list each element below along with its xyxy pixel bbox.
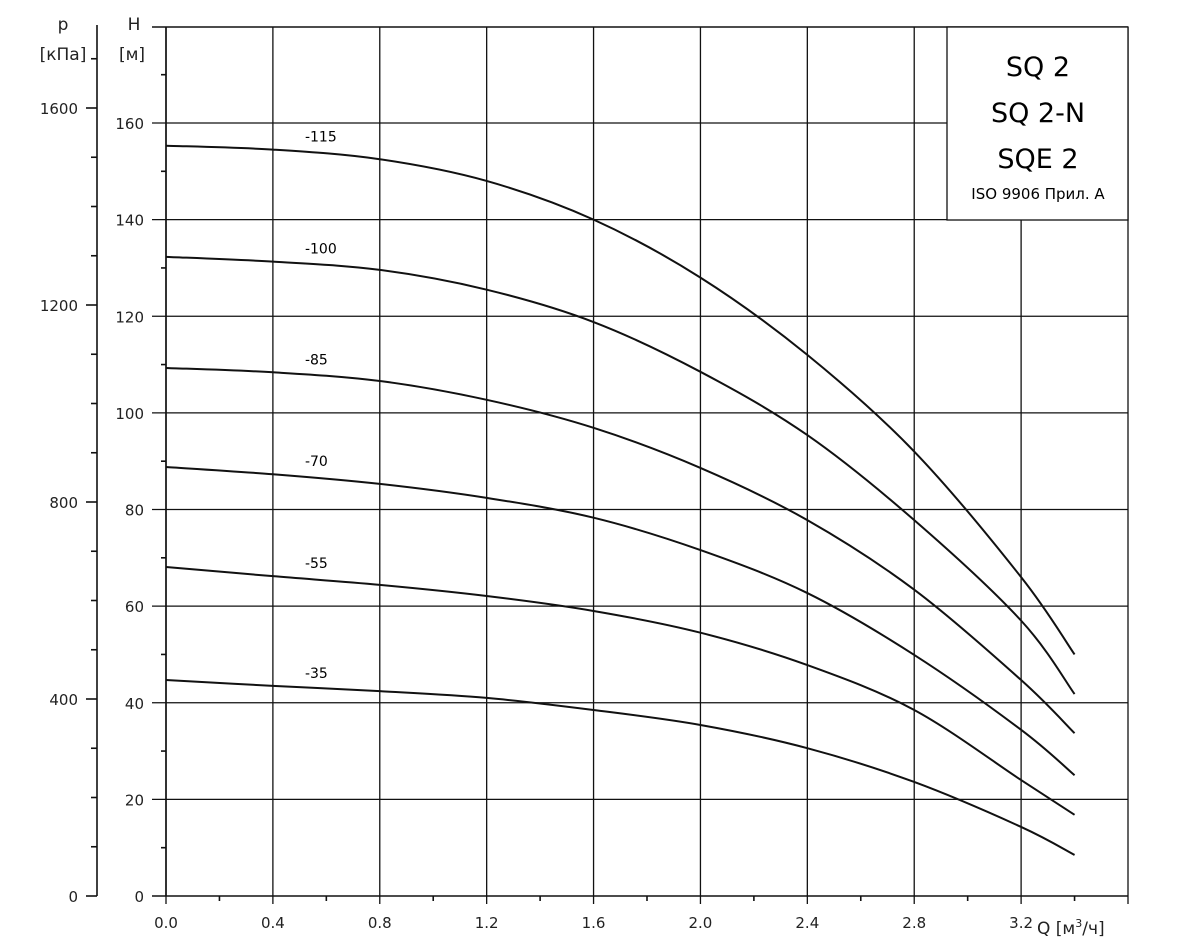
legend-title-1: SQ 2	[1006, 52, 1070, 83]
y2-axis-unit: [кПа]	[40, 45, 87, 65]
x-tick-label: 1.2	[475, 914, 499, 932]
curve-label: -100	[305, 242, 337, 258]
y-tick-label: 80	[125, 502, 144, 520]
x-axis-label: Q [м3/ч]	[1037, 917, 1105, 939]
curve-minus-70	[165, 465, 1076, 776]
x-tick-label: 0.4	[261, 914, 285, 932]
legend-box: SQ 2 SQ 2-N SQE 2 ISO 9906 Прил. A	[946, 26, 1129, 221]
x-axis-label-main: Q [м	[1037, 919, 1075, 939]
x-tick-label: 0.0	[154, 914, 178, 932]
x-tick-label: 1.6	[582, 914, 606, 932]
y2-tick-label: 0	[68, 888, 78, 906]
curves: -115 -100 -85 -70 -55 -35	[165, 130, 1076, 856]
y-tick-label: 20	[125, 791, 144, 809]
y-tick-label: 120	[115, 308, 144, 326]
y-tick-label: 160	[115, 115, 144, 133]
y-tick-label: 140	[115, 212, 144, 230]
legend-frame	[946, 26, 1129, 221]
legend-note: ISO 9906 Прил. A	[971, 185, 1105, 203]
y-tick-label: 0	[134, 888, 144, 906]
x-tick-label: 3.2	[1009, 914, 1033, 932]
axes: 0.0 0.4 0.8 1.2 1.6 2.0 2.4 2.8 3.2 0 20 40 60 80 100 1…	[40, 25, 1128, 932]
y2-tick-label: 1600	[40, 100, 78, 118]
curve-label: -70	[305, 454, 328, 470]
y-tick-label: 40	[125, 695, 144, 713]
curve-label: -35	[305, 666, 328, 682]
curve-minus-115	[165, 144, 1076, 656]
x-axis-label-tail: /ч]	[1082, 919, 1104, 939]
y-axis-unit: [м]	[119, 45, 145, 65]
y-axis-label: H	[128, 15, 141, 35]
x-tick-label: 2.0	[689, 914, 713, 932]
legend-title-2: SQ 2-N	[991, 98, 1085, 129]
curve-label: -85	[305, 352, 328, 368]
x-tick-label: 2.4	[795, 914, 819, 932]
y-tick-label: 100	[115, 405, 144, 423]
curve-minus-85	[165, 366, 1076, 734]
y2-axis-label: p	[58, 15, 69, 35]
y-tick-label: 60	[125, 598, 144, 616]
x-tick-label: 2.8	[902, 914, 926, 932]
y2-tick-label: 400	[49, 691, 78, 709]
y2-tick-label: 1200	[40, 297, 78, 315]
curve-label: -115	[305, 130, 337, 146]
x-tick-label: 0.8	[368, 914, 392, 932]
legend-title-3: SQE 2	[997, 144, 1078, 175]
x-axis-label-sup: 3	[1075, 917, 1082, 930]
y2-tick-label: 800	[49, 494, 78, 512]
curve-minus-35	[165, 679, 1076, 856]
curve-label: -55	[305, 556, 328, 572]
curve-minus-100	[165, 255, 1076, 695]
curve-minus-55	[165, 565, 1076, 816]
